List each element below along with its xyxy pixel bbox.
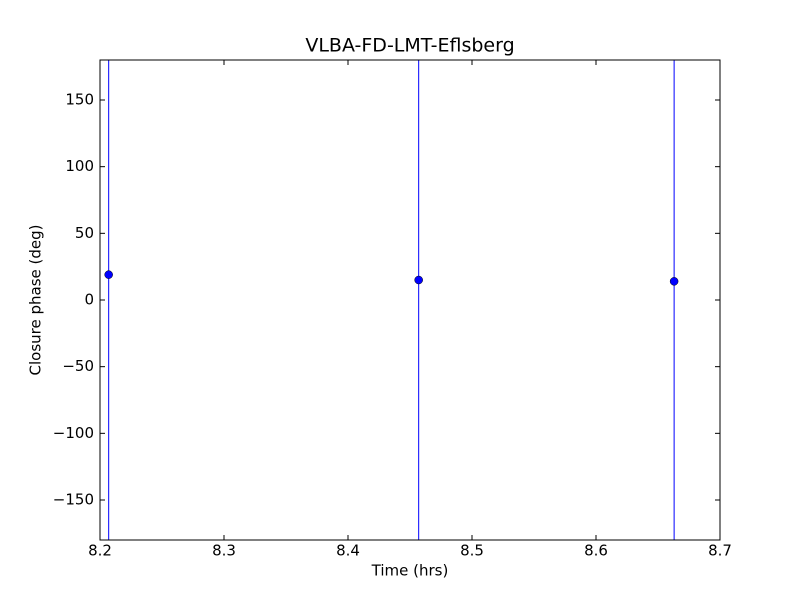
data-point [104,270,113,279]
x-tick-label: 8.5 [460,542,484,560]
y-tick-label: 100 [65,157,94,175]
y-tick-label: 50 [75,224,94,242]
x-tick-label: 8.4 [336,542,360,560]
y-tick-label: 150 [65,91,94,109]
x-tick-label: 8.2 [88,542,112,560]
y-tick-label: −100 [53,424,94,442]
y-tick-label: 0 [84,291,94,309]
plot-area [104,60,679,540]
x-axis-label: Time (hrs) [371,562,449,580]
x-tick-label: 8.3 [212,542,236,560]
y-tick-label: −50 [62,357,94,375]
x-tick-label: 8.7 [708,542,732,560]
x-tick-label: 8.6 [584,542,608,560]
y-axis-label: Closure phase (deg) [27,225,45,376]
data-point [414,275,423,285]
y-tick-label: −150 [53,491,94,509]
chart-title: VLBA-FD-LMT-Eflsberg [305,35,514,57]
data-point [669,277,679,286]
